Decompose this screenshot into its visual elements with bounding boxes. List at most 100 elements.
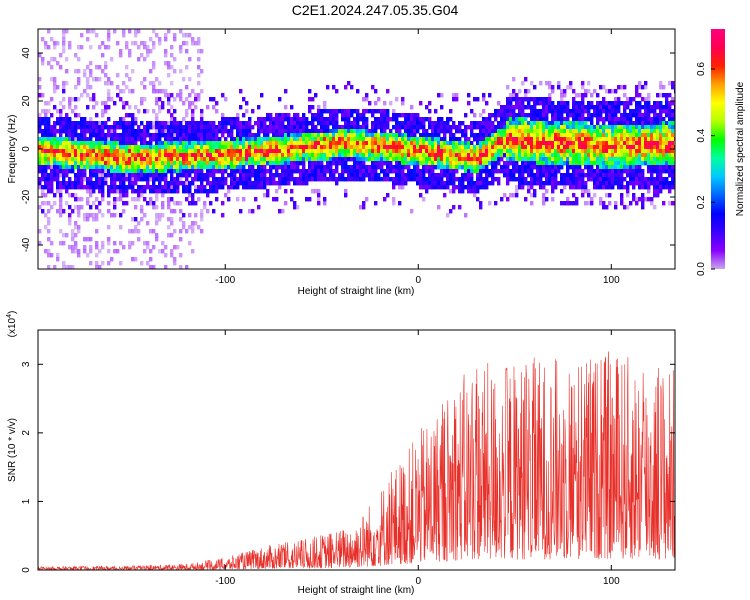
spectrogram-cell xyxy=(191,121,195,126)
spectrogram-cell xyxy=(524,181,528,186)
spectrogram-cell xyxy=(566,153,570,158)
spectrogram-cell xyxy=(659,85,663,90)
spectrogram-cell xyxy=(650,161,654,166)
spectrogram-cell xyxy=(515,113,519,118)
spectrogram-cell xyxy=(212,181,216,186)
spectrogram-cell xyxy=(95,245,99,250)
spectrogram-cell xyxy=(455,153,459,158)
spectrogram-cell xyxy=(281,149,285,154)
spectrogram-cell xyxy=(218,169,222,174)
spectrogram-cell xyxy=(620,169,624,174)
spectrogram-cell xyxy=(617,101,621,106)
spectrogram-cell xyxy=(74,241,78,246)
spectrogram-cell xyxy=(506,97,510,102)
spectrogram-cell xyxy=(353,165,357,170)
spectrogram-cell xyxy=(107,201,111,206)
spectrogram-cell xyxy=(644,97,648,102)
spectrogram-cell xyxy=(179,217,183,222)
spectrogram-cell xyxy=(293,141,297,146)
spectrogram-cell xyxy=(272,153,276,158)
spectrogram-cell xyxy=(143,57,147,62)
spectrogram-cell xyxy=(323,101,327,106)
spectrogram-cell xyxy=(566,165,570,170)
spectrogram-cell xyxy=(671,129,675,134)
spectrogram-cell xyxy=(323,157,327,162)
spectrogram-cell xyxy=(548,177,552,182)
spectrogram-cell xyxy=(485,129,489,134)
spectrogram-cell xyxy=(131,161,135,166)
spectrogram-cell xyxy=(95,165,99,170)
spectrogram-cell xyxy=(257,121,261,126)
spectrogram-cell xyxy=(611,149,615,154)
spectrogram-cell xyxy=(59,173,63,178)
spectrogram-cell xyxy=(482,153,486,158)
spectrogram-cell xyxy=(323,109,327,114)
spectrogram-cell xyxy=(506,105,510,110)
spectrogram-cell xyxy=(320,109,324,114)
spectrogram-cell xyxy=(578,149,582,154)
spectrogram-cell xyxy=(584,181,588,186)
spectrogram-cell xyxy=(458,137,462,142)
spectrogram-cell xyxy=(176,177,180,182)
spectrogram-cell xyxy=(290,145,294,150)
spectrogram-cell xyxy=(524,157,528,162)
spectrogram-cell xyxy=(572,133,576,138)
spectrogram-cell xyxy=(599,201,603,206)
spectrogram-cell xyxy=(95,141,99,146)
spectrogram-cell xyxy=(392,133,396,138)
spectrogram-cell xyxy=(194,177,198,182)
spectrogram-cell xyxy=(287,121,291,126)
spectrogram-cell xyxy=(545,169,549,174)
spectrogram-cell xyxy=(440,105,444,110)
spectrogram-cell xyxy=(629,125,633,130)
spectrogram-cell xyxy=(464,173,468,178)
spectrogram-cell xyxy=(635,141,639,146)
spectrogram-cell xyxy=(584,121,588,126)
spectrogram-cell xyxy=(80,33,84,38)
spectrogram-cell xyxy=(200,161,204,166)
spectrogram-cell xyxy=(410,153,414,158)
spectrogram-cell xyxy=(578,113,582,118)
spectrogram-cell xyxy=(590,117,594,122)
spectrogram-cell xyxy=(584,129,588,134)
spectrogram-cell xyxy=(359,129,363,134)
spectrogram-cell xyxy=(116,153,120,158)
spectrogram-cell xyxy=(116,145,120,150)
spectrogram-cell xyxy=(68,97,72,102)
spectrogram-cell xyxy=(305,153,309,158)
spectrogram-cell xyxy=(647,153,651,158)
spectrogram-cell xyxy=(143,149,147,154)
spectrogram-cell xyxy=(200,89,204,94)
spectrogram-cell xyxy=(212,105,216,110)
spectrogram-cell xyxy=(437,117,441,122)
spectrogram-cell xyxy=(632,113,636,118)
spectrogram-cell xyxy=(473,145,477,150)
spectrogram-cell xyxy=(485,117,489,122)
spectrogram-cell xyxy=(86,77,90,82)
spectrogram-cell xyxy=(545,181,549,186)
spectrogram-cell xyxy=(68,217,72,222)
spectrogram-cell xyxy=(527,105,531,110)
spectrogram-cell xyxy=(170,65,174,70)
spectrogram-cell xyxy=(419,137,423,142)
spectrogram-cell xyxy=(491,141,495,146)
spectrogram-cell xyxy=(170,149,174,154)
spectrogram-cell xyxy=(107,189,111,194)
spectrogram-cell xyxy=(632,157,636,162)
spectrogram-cell xyxy=(101,157,105,162)
spectrogram-cell xyxy=(59,197,63,202)
spectrogram-cell xyxy=(68,101,72,106)
spectrogram-cell xyxy=(170,177,174,182)
spectrogram-cell xyxy=(551,141,555,146)
spectrogram-cell xyxy=(617,129,621,134)
spectrogram-cell xyxy=(287,157,291,162)
spectrogram-cell xyxy=(173,121,177,126)
spectrogram-cell xyxy=(320,165,324,170)
spectrogram-cell xyxy=(659,133,663,138)
spectrogram-cell xyxy=(587,157,591,162)
spectrogram-cell xyxy=(617,157,621,162)
spectrogram-cell xyxy=(659,121,663,126)
spectrogram-cell xyxy=(611,153,615,158)
spectrogram-cell xyxy=(95,241,99,246)
spectrogram-cell xyxy=(368,129,372,134)
